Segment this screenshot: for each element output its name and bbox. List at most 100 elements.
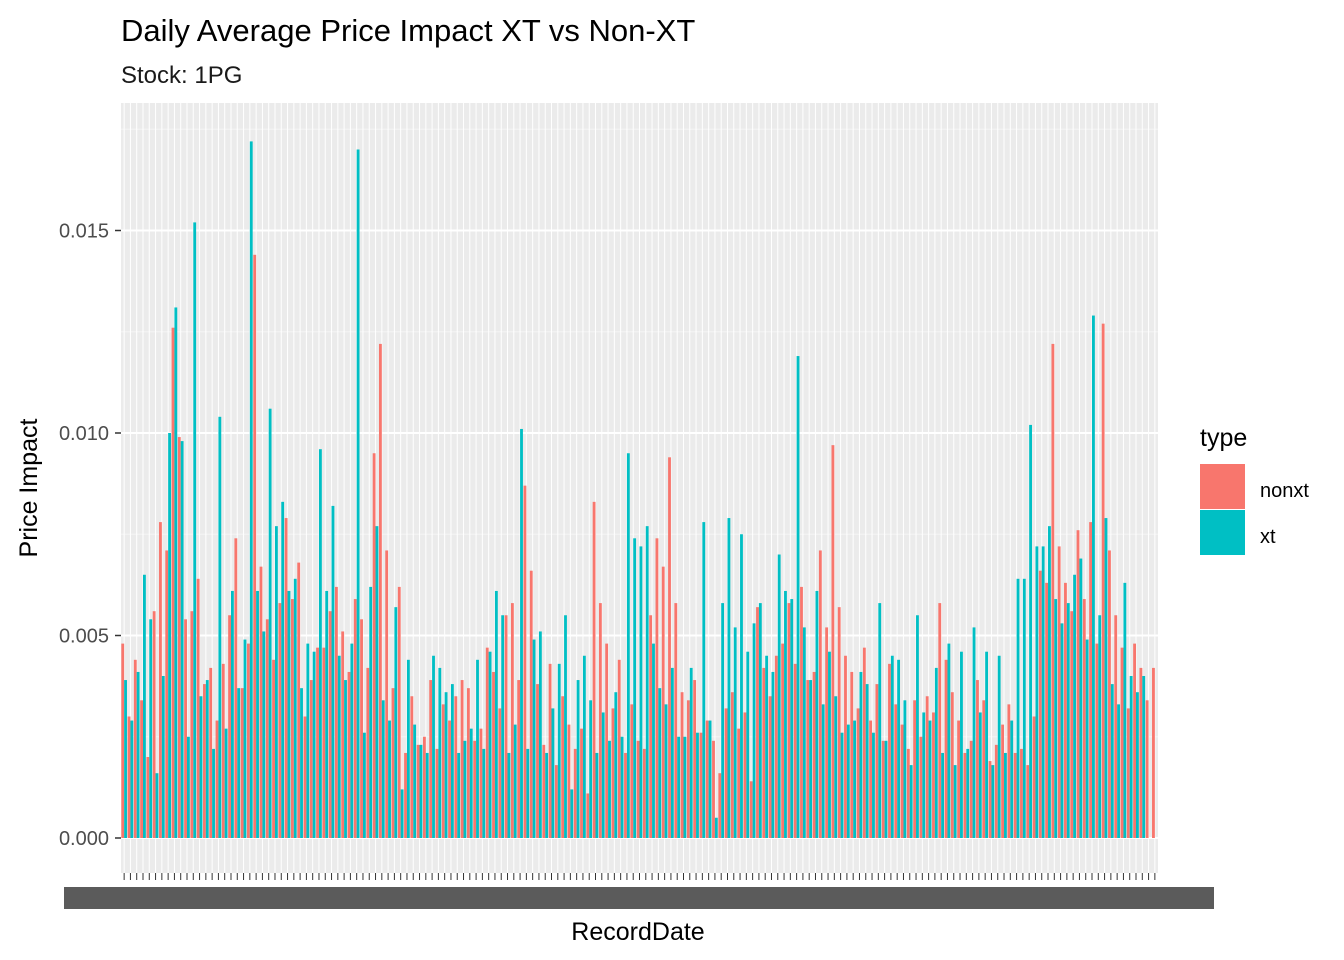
bar-nonxt — [718, 773, 722, 838]
bar-xt — [614, 692, 618, 838]
bar-xt — [237, 688, 241, 838]
bar-xt — [413, 724, 417, 838]
bar-nonxt — [1120, 647, 1124, 838]
legend-swatch-nonxt — [1200, 464, 1245, 509]
bar-nonxt — [529, 570, 533, 838]
bar-xt — [545, 752, 549, 838]
bar-nonxt — [429, 680, 433, 838]
bar-xt — [1060, 623, 1064, 838]
bar-xt — [853, 720, 857, 838]
bar-xt — [482, 748, 486, 838]
bar-xt — [130, 720, 134, 838]
bar-xt — [224, 728, 228, 838]
bar-nonxt — [554, 765, 558, 838]
bar-xt — [193, 222, 197, 838]
bar-xt — [526, 748, 530, 838]
bar-nonxt — [1095, 643, 1099, 838]
x-axis — [64, 873, 1214, 909]
bar-nonxt — [1038, 570, 1042, 838]
bar-xt — [186, 736, 190, 838]
bar-xt — [249, 141, 253, 838]
bar-nonxt — [1020, 748, 1023, 838]
bar-xt — [337, 655, 341, 838]
bar-nonxt — [1101, 323, 1105, 838]
bar-nonxt — [1032, 716, 1036, 838]
bar-xt — [633, 538, 637, 838]
bar-nonxt — [900, 724, 904, 838]
bar-xt — [972, 627, 976, 838]
bar-xt — [1016, 578, 1020, 838]
bar-nonxt — [253, 254, 257, 839]
bar-nonxt — [215, 720, 219, 838]
bar-xt — [771, 671, 775, 838]
bar-xt — [639, 546, 643, 838]
bar-nonxt — [247, 643, 250, 838]
bar-nonxt — [335, 586, 338, 838]
bar-nonxt — [523, 485, 527, 838]
bar-xt — [664, 704, 668, 838]
bar-nonxt — [228, 615, 231, 838]
bar-nonxt — [460, 680, 464, 838]
bar-nonxt — [391, 688, 395, 838]
bar-xt — [828, 651, 831, 838]
bar-nonxt — [617, 659, 621, 838]
bar-nonxt — [1133, 643, 1136, 838]
bar-nonxt — [561, 696, 565, 838]
bar-nonxt — [1139, 667, 1143, 838]
bar-nonxt — [177, 437, 181, 838]
bar-xt — [538, 631, 542, 838]
y-tick-label: 0.000 — [59, 828, 109, 850]
bar-nonxt — [881, 740, 885, 838]
bar-xt — [947, 643, 951, 838]
bar-nonxt — [793, 663, 797, 838]
bar-xt — [727, 518, 731, 838]
bar-xt — [752, 623, 756, 838]
bar-xt — [161, 676, 165, 838]
bar-nonxt — [479, 728, 483, 838]
bar-xt — [419, 744, 423, 838]
bar-xt — [438, 667, 442, 838]
bar-nonxt — [712, 740, 715, 838]
bar-nonxt — [316, 647, 319, 838]
bar-nonxt — [272, 659, 275, 838]
bar-xt — [997, 655, 1001, 838]
bar-xt — [809, 680, 813, 838]
bar-xt — [1129, 676, 1133, 838]
bar-nonxt — [1013, 752, 1017, 838]
bar-xt — [1110, 684, 1114, 838]
bar-xt — [350, 643, 354, 838]
bar-xt — [859, 671, 863, 838]
bar-xt — [444, 692, 448, 838]
bar-xt — [375, 526, 379, 838]
bar-xt — [124, 680, 127, 838]
bar-xt — [136, 671, 140, 838]
bar-xt — [960, 651, 963, 838]
bar-xt — [1029, 424, 1032, 838]
bar-nonxt — [291, 599, 294, 838]
bar-nonxt — [1152, 667, 1155, 838]
bar-xt — [714, 817, 718, 838]
bar-nonxt — [932, 712, 935, 838]
bar-nonxt — [787, 603, 791, 838]
bar-xt — [551, 708, 555, 838]
bar-nonxt — [762, 667, 766, 838]
bar-nonxt — [372, 453, 376, 838]
legend-swatch-xt — [1200, 510, 1245, 555]
bar-nonxt — [605, 643, 609, 838]
bar-xt — [501, 615, 505, 838]
bar-xt — [658, 688, 662, 838]
bar-xt — [608, 740, 611, 838]
bar-nonxt — [580, 728, 583, 838]
bar-nonxt — [699, 732, 703, 838]
bar-xt — [287, 590, 291, 838]
bar-xt — [595, 752, 599, 838]
bar-xt — [469, 728, 473, 838]
bar-xt — [450, 684, 454, 838]
bar-nonxt — [919, 736, 923, 838]
bar-nonxt — [812, 671, 816, 838]
bar-nonxt — [1051, 343, 1055, 838]
bar-nonxt — [353, 599, 357, 838]
bar-xt — [708, 720, 712, 838]
bar-nonxt — [894, 704, 898, 838]
